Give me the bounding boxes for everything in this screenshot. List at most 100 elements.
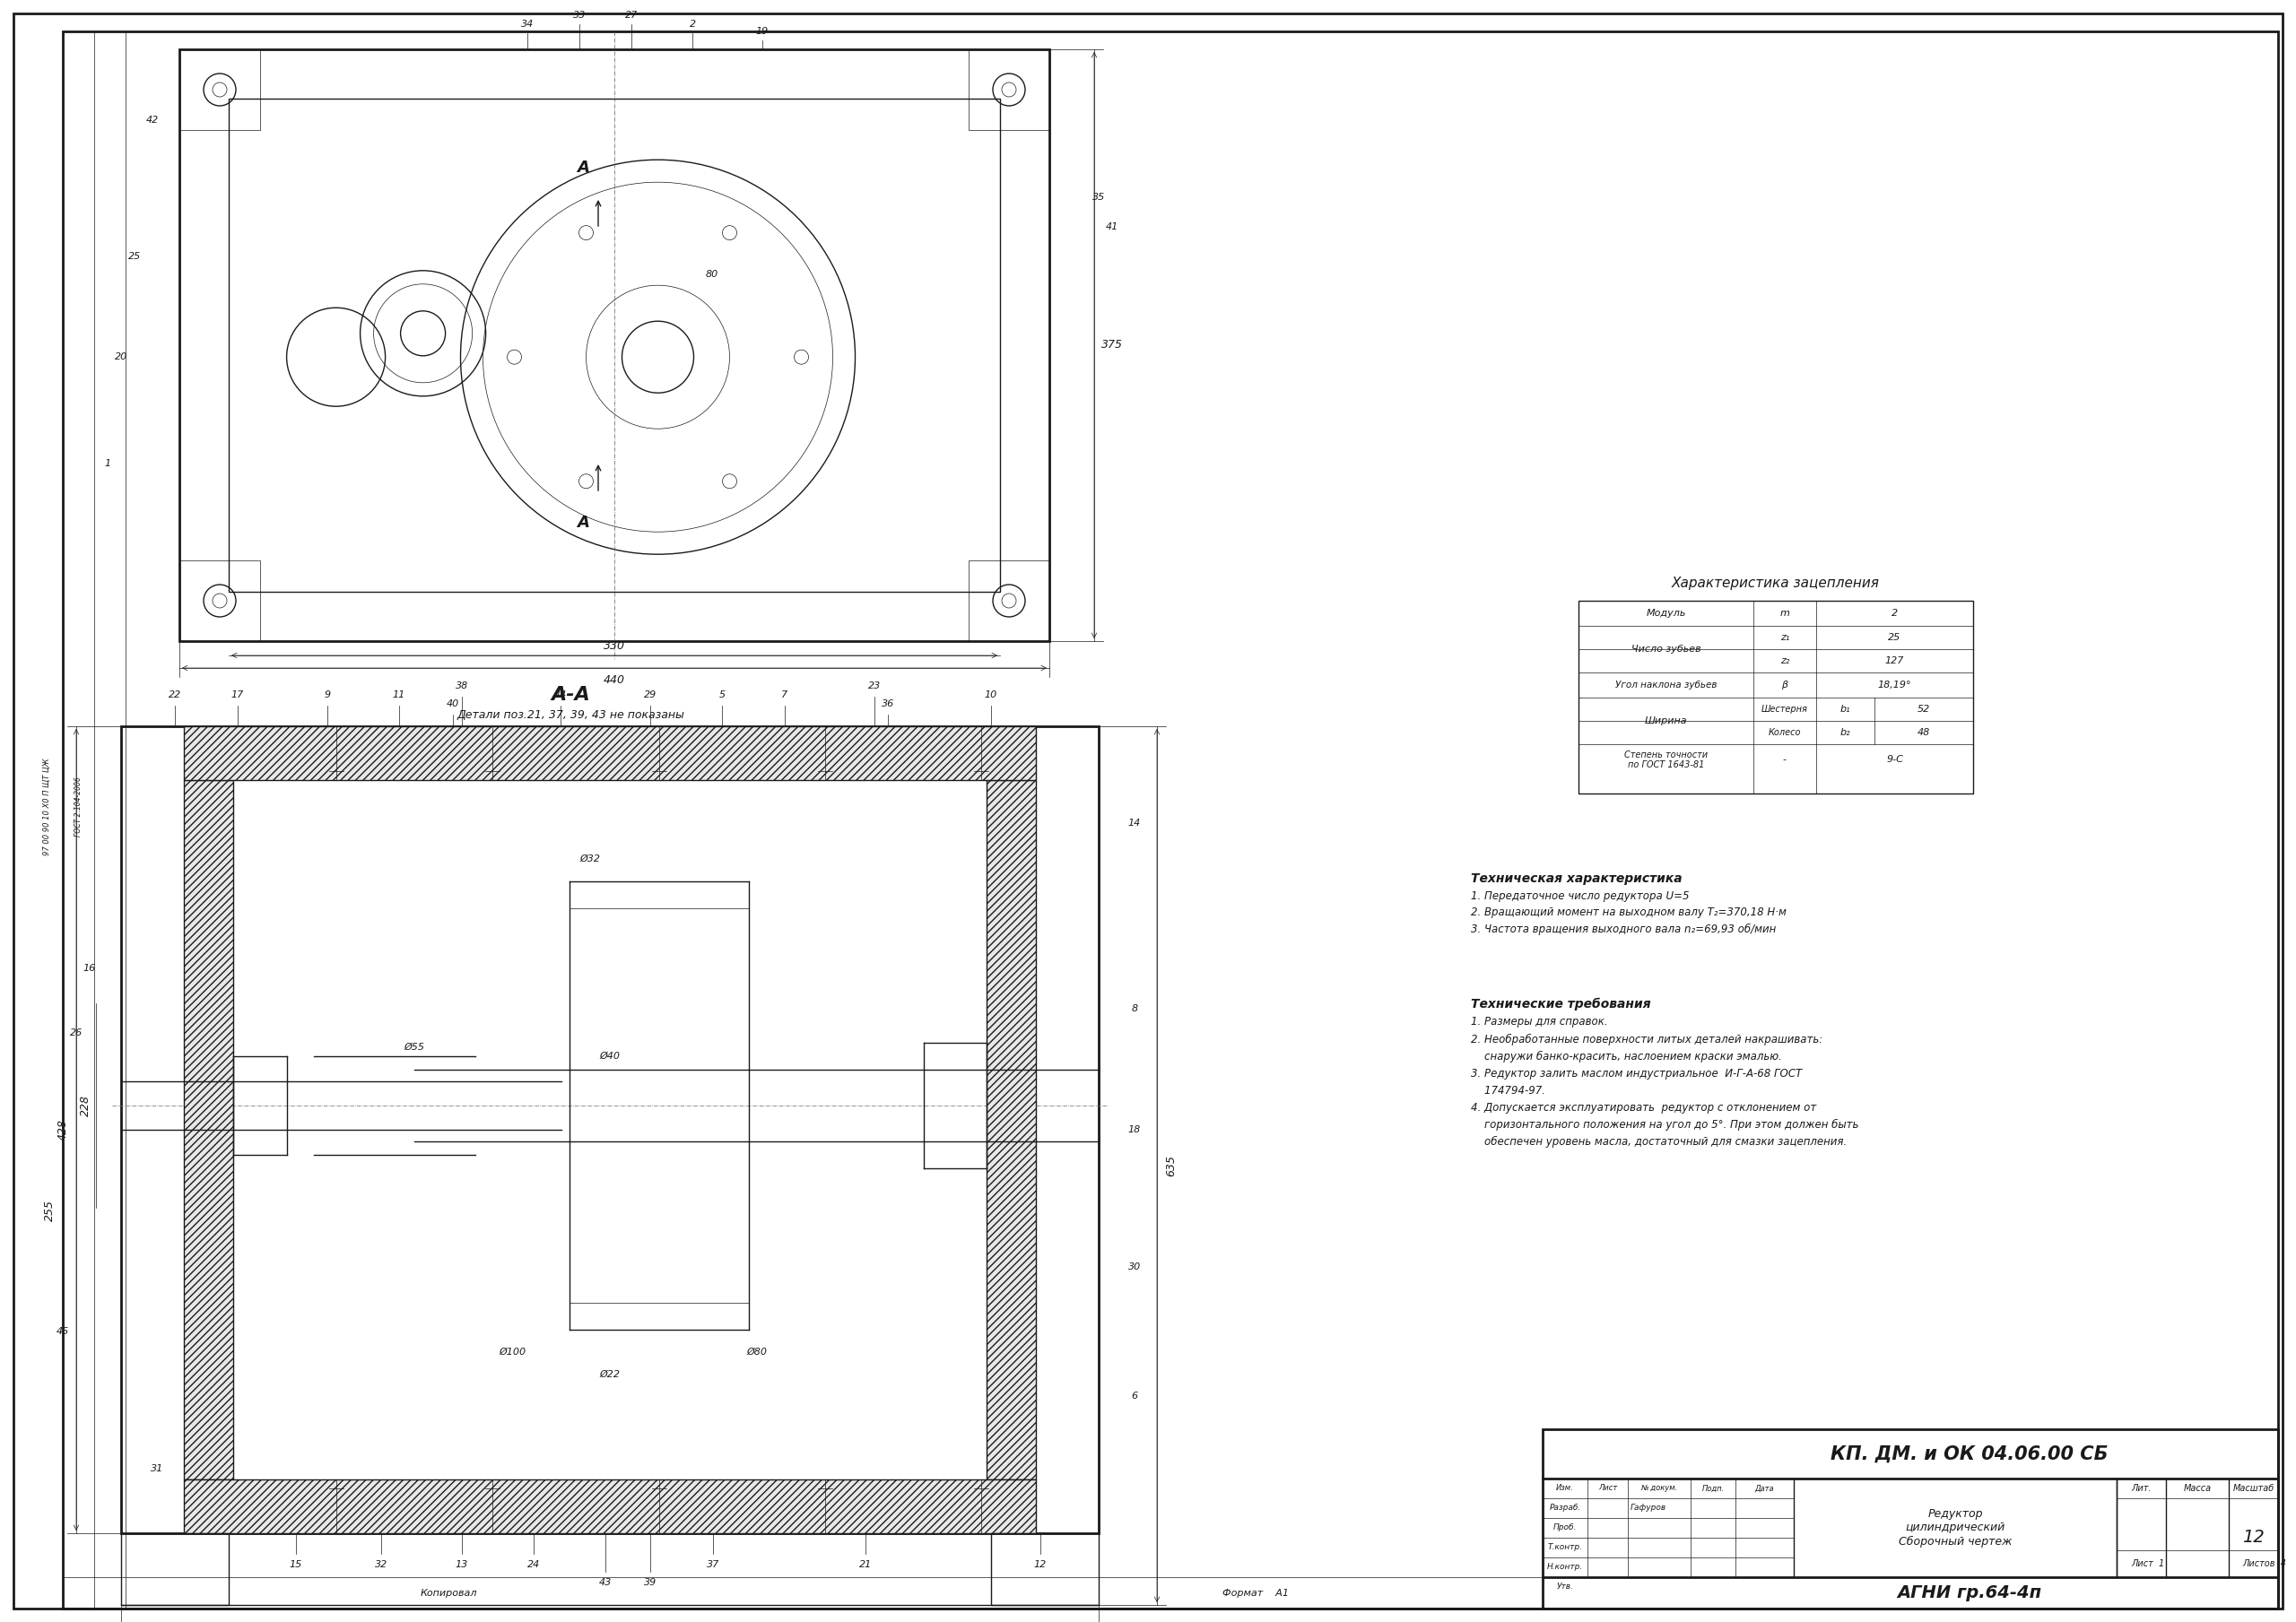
Text: 255: 255 <box>44 1200 55 1221</box>
Text: 18,19°: 18,19° <box>1878 681 1913 689</box>
Text: Дата: Дата <box>1754 1484 1775 1492</box>
Text: 42: 42 <box>147 115 158 125</box>
Text: 10: 10 <box>985 691 996 699</box>
Text: Гафуров: Гафуров <box>1630 1504 1667 1512</box>
Text: 1: 1 <box>103 459 110 469</box>
Text: № докум.: № докум. <box>1642 1484 1678 1492</box>
Bar <box>122 1533 230 1604</box>
Text: 17: 17 <box>232 691 243 699</box>
Text: 2: 2 <box>1892 608 1899 618</box>
Text: 45: 45 <box>57 1327 69 1337</box>
Text: 21: 21 <box>859 1560 872 1568</box>
Text: 40: 40 <box>445 699 459 709</box>
Text: 25: 25 <box>129 251 140 261</box>
Text: 52: 52 <box>1917 704 1931 714</box>
Text: Масса: Масса <box>2183 1484 2211 1492</box>
Text: 375: 375 <box>1102 339 1123 350</box>
Text: Редуктор
цилиндрический
Сборочный чертеж: Редуктор цилиндрический Сборочный чертеж <box>1899 1508 2011 1547</box>
Text: 428: 428 <box>57 1119 69 1140</box>
Text: Ø100: Ø100 <box>498 1348 526 1356</box>
Text: Ø40: Ø40 <box>599 1051 620 1061</box>
Text: z₁: z₁ <box>1779 633 1789 642</box>
Bar <box>122 727 1100 1533</box>
Text: 6: 6 <box>1132 1392 1139 1400</box>
Text: 36: 36 <box>882 699 895 709</box>
Text: Детали поз.21, 37, 39, 43 не показаны: Детали поз.21, 37, 39, 43 не показаны <box>457 709 684 720</box>
Text: Ø22: Ø22 <box>599 1371 620 1379</box>
Text: Разраб.: Разраб. <box>1550 1504 1582 1512</box>
Text: ГОСТ 2.104-2006: ГОСТ 2.104-2006 <box>76 777 83 837</box>
Bar <box>992 1533 1100 1604</box>
Bar <box>1543 1429 2278 1609</box>
Text: 30: 30 <box>1127 1262 1141 1272</box>
Text: 20: 20 <box>115 352 129 362</box>
Text: 16: 16 <box>83 963 96 973</box>
Text: Колесо: Колесо <box>1768 728 1800 736</box>
Bar <box>987 780 1035 1479</box>
Text: 32: 32 <box>374 1560 388 1568</box>
Text: 12: 12 <box>1033 1560 1047 1568</box>
Text: 24: 24 <box>528 1560 540 1568</box>
Text: 39: 39 <box>643 1578 657 1586</box>
Text: 2. Вращающий момент на выходном валу T₂=370,18 Н·м: 2. Вращающий момент на выходном валу T₂=… <box>1472 907 1786 918</box>
Text: 48: 48 <box>1917 728 1931 736</box>
Text: 18: 18 <box>1127 1126 1141 1134</box>
Text: А-А: А-А <box>551 686 590 704</box>
Text: 13: 13 <box>455 1560 468 1568</box>
Text: 38: 38 <box>455 681 468 691</box>
Text: 19: 19 <box>755 28 769 36</box>
Text: 31: 31 <box>152 1465 163 1473</box>
Text: 25: 25 <box>1887 633 1901 642</box>
Bar <box>179 560 259 641</box>
Text: b₂: b₂ <box>1839 728 1851 736</box>
Text: 3. Редуктор залить маслом индустриальное  И-Г-А-68 ГОСТ: 3. Редуктор залить маслом индустриальное… <box>1472 1067 1802 1079</box>
Text: 8: 8 <box>1132 1004 1139 1014</box>
Text: β: β <box>1782 681 1789 689</box>
Text: 1. Размеры для справок.: 1. Размеры для справок. <box>1472 1017 1607 1028</box>
Text: 7: 7 <box>781 691 788 699</box>
Text: 174794-97.: 174794-97. <box>1472 1085 1545 1096</box>
Text: 635: 635 <box>1166 1155 1178 1176</box>
Text: Лит.: Лит. <box>2131 1484 2151 1492</box>
Text: 33: 33 <box>574 11 585 19</box>
Text: снаружи банко-красить, наслоением краски эмалью.: снаружи банко-красить, наслоением краски… <box>1472 1051 1782 1062</box>
Text: -: - <box>1784 756 1786 764</box>
Text: Подп.: Подп. <box>1701 1484 1724 1492</box>
Bar <box>179 49 1049 641</box>
Bar <box>230 99 1001 592</box>
Text: Ø80: Ø80 <box>746 1348 767 1356</box>
Text: 127: 127 <box>1885 657 1903 665</box>
Text: Техническая характеристика: Техническая характеристика <box>1472 873 1683 886</box>
Text: АГНИ гр.64-4п: АГНИ гр.64-4п <box>1896 1585 2041 1601</box>
Text: Технические требования: Технические требования <box>1472 998 1651 1011</box>
Text: Листов  4: Листов 4 <box>2243 1559 2287 1568</box>
Bar <box>184 1479 1035 1533</box>
Bar <box>969 49 1049 130</box>
Text: 4. Допускается эксплуатировать  редуктор с отклонением от: 4. Допускается эксплуатировать редуктор … <box>1472 1101 1816 1113</box>
Text: Характеристика зацепления: Характеристика зацепления <box>1671 576 1880 589</box>
Text: m: m <box>1779 608 1789 618</box>
Text: Модуль: Модуль <box>1646 608 1685 618</box>
Text: Проб.: Проб. <box>1552 1523 1577 1531</box>
Text: А: А <box>576 514 590 530</box>
Text: 29: 29 <box>643 691 657 699</box>
Text: 27: 27 <box>625 11 638 19</box>
Text: 23: 23 <box>868 681 882 691</box>
Bar <box>1580 600 1972 793</box>
Text: 15: 15 <box>289 1560 303 1568</box>
Text: 14: 14 <box>1127 819 1141 827</box>
Text: Масштаб: Масштаб <box>2232 1484 2273 1492</box>
Text: Формат    А1: Формат А1 <box>1221 1588 1288 1598</box>
Text: z₂: z₂ <box>1779 657 1789 665</box>
Text: 22: 22 <box>168 691 181 699</box>
Text: 11: 11 <box>393 691 406 699</box>
Text: Лист: Лист <box>1598 1484 1616 1492</box>
Text: Ø32: Ø32 <box>581 855 602 863</box>
Text: 9-С: 9-С <box>1887 756 1903 764</box>
Text: 44: 44 <box>553 691 567 699</box>
Text: 26: 26 <box>69 1028 83 1038</box>
Text: Угол наклона зубьев: Угол наклона зубьев <box>1614 681 1717 689</box>
Text: b₁: b₁ <box>1839 704 1851 714</box>
Text: 3. Частота вращения выходного вала n₂=69,93 об/мин: 3. Частота вращения выходного вала n₂=69… <box>1472 923 1777 934</box>
Text: горизонтального положения на угол до 5°. При этом должен быть: горизонтального положения на угол до 5°.… <box>1472 1119 1860 1131</box>
